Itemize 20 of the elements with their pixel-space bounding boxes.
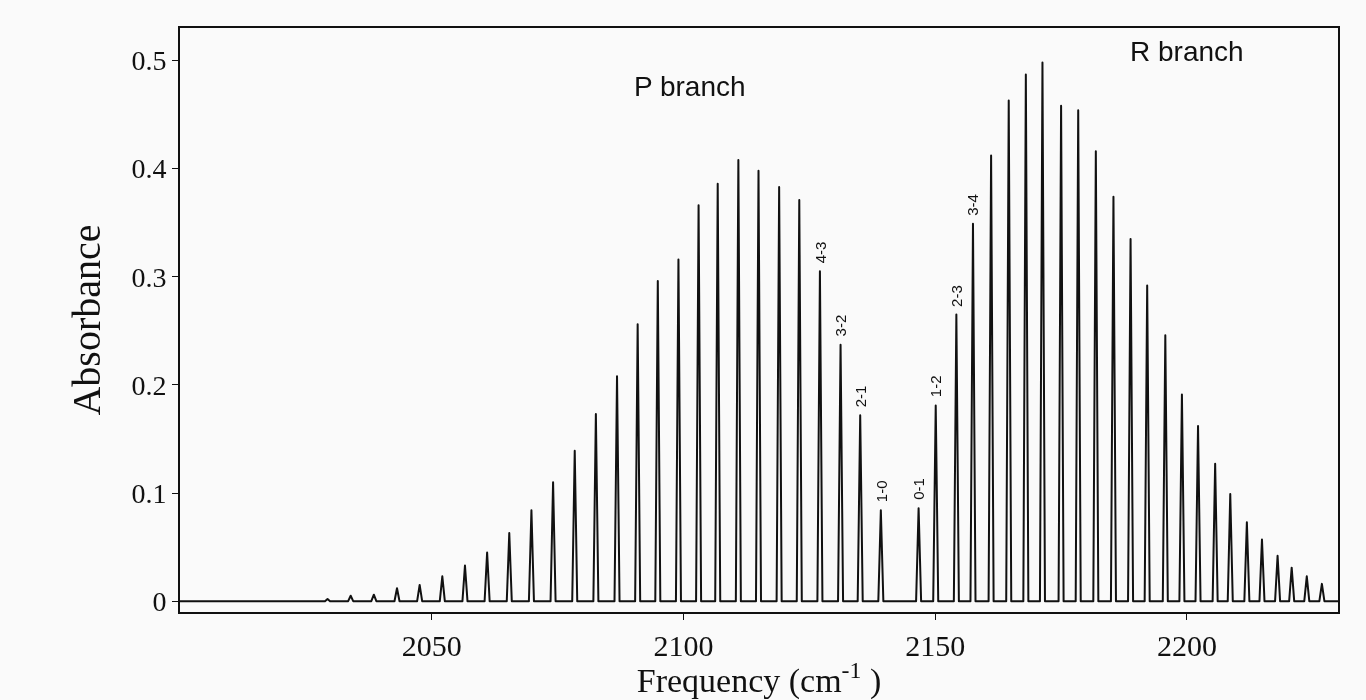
annotation: 3-4	[964, 194, 982, 216]
y-tick-label: 0.4	[131, 153, 167, 185]
annotation: 3-2	[831, 314, 849, 337]
annotation: 0-1	[910, 478, 928, 500]
y-tick-label: 0	[152, 585, 167, 617]
x-tick-label: 2200	[1156, 629, 1217, 662]
annotation: 1-0	[872, 480, 890, 503]
y-axis-title: Absorbance	[64, 224, 110, 416]
annotation: P branch	[634, 71, 746, 102]
y-tick-label: 0.3	[131, 261, 167, 293]
x-tick-label: 2150	[905, 629, 966, 662]
annotation: 4-3	[811, 241, 829, 264]
annotation: R branch	[1130, 36, 1244, 67]
y-tick-label: 0.5	[131, 45, 167, 77]
annotation: 2-1	[852, 385, 870, 408]
y-tick-label: 0.2	[131, 369, 167, 401]
x-tick-label: 2050	[401, 629, 462, 662]
y-tick-label: 0.1	[131, 477, 167, 509]
annotation: 1-2	[927, 375, 945, 398]
annotation: 2-3	[947, 285, 965, 307]
